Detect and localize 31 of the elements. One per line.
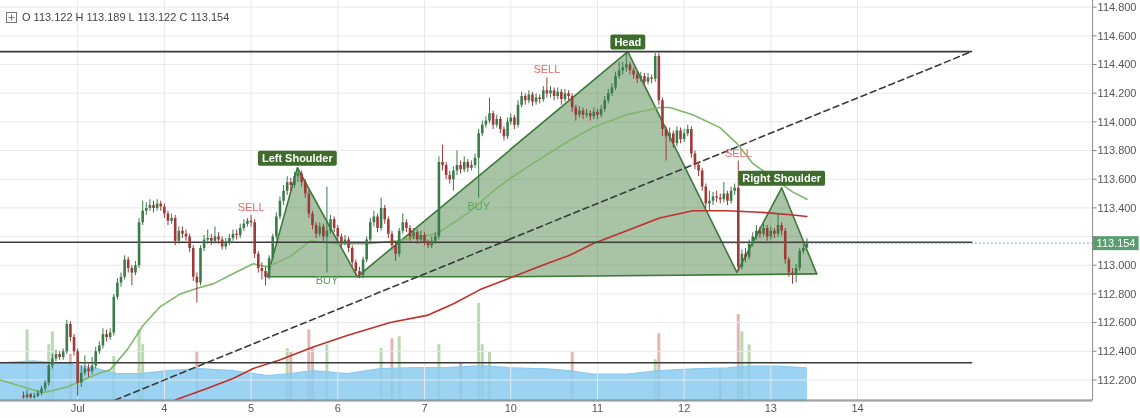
x-tick-label: 6 xyxy=(334,401,341,414)
annotation: Left Shoulder xyxy=(261,151,334,164)
y-tick-label: 114.400 xyxy=(1097,58,1137,71)
annotation: O 113.122 H 113.189 L 113.122 C 113.154 xyxy=(22,11,230,23)
annotation: SELL xyxy=(237,201,265,214)
y-tick-label: 112.600 xyxy=(1097,316,1137,329)
y-tick-label: 112.800 xyxy=(1097,287,1137,300)
y-tick-label: 112.200 xyxy=(1097,373,1137,386)
y-tick-label: 114.200 xyxy=(1097,87,1137,100)
x-tick-label: Jul xyxy=(70,401,85,414)
y-tick-label: 114.600 xyxy=(1097,29,1137,42)
x-tick-label: 12 xyxy=(678,401,691,414)
y-tick-label: 114.000 xyxy=(1097,115,1137,128)
x-tick-label: 5 xyxy=(248,401,255,414)
x-tick-label: 13 xyxy=(765,401,778,414)
annotation: Right Shoulder xyxy=(742,171,823,184)
annotation: SELL xyxy=(533,63,561,76)
y-tick-label: 113.400 xyxy=(1097,201,1137,214)
x-tick-label: 14 xyxy=(851,401,864,414)
y-tick-label: 113.800 xyxy=(1097,144,1137,157)
y-tick-label: 112.400 xyxy=(1097,345,1137,358)
x-tick-label: 7 xyxy=(421,401,428,414)
y-tick-label: 113.000 xyxy=(1097,259,1137,272)
annotation: BUY xyxy=(315,274,339,287)
x-tick-label: 10 xyxy=(505,401,518,414)
y-tick-label: 113.600 xyxy=(1097,173,1137,186)
annotation: Head xyxy=(614,35,642,48)
x-tick-label: 4 xyxy=(161,401,168,414)
x-tick-label: 11 xyxy=(592,401,604,414)
y-tick-label: 114.800 xyxy=(1097,1,1137,14)
ref-line-label: 113.154 xyxy=(1096,237,1136,250)
